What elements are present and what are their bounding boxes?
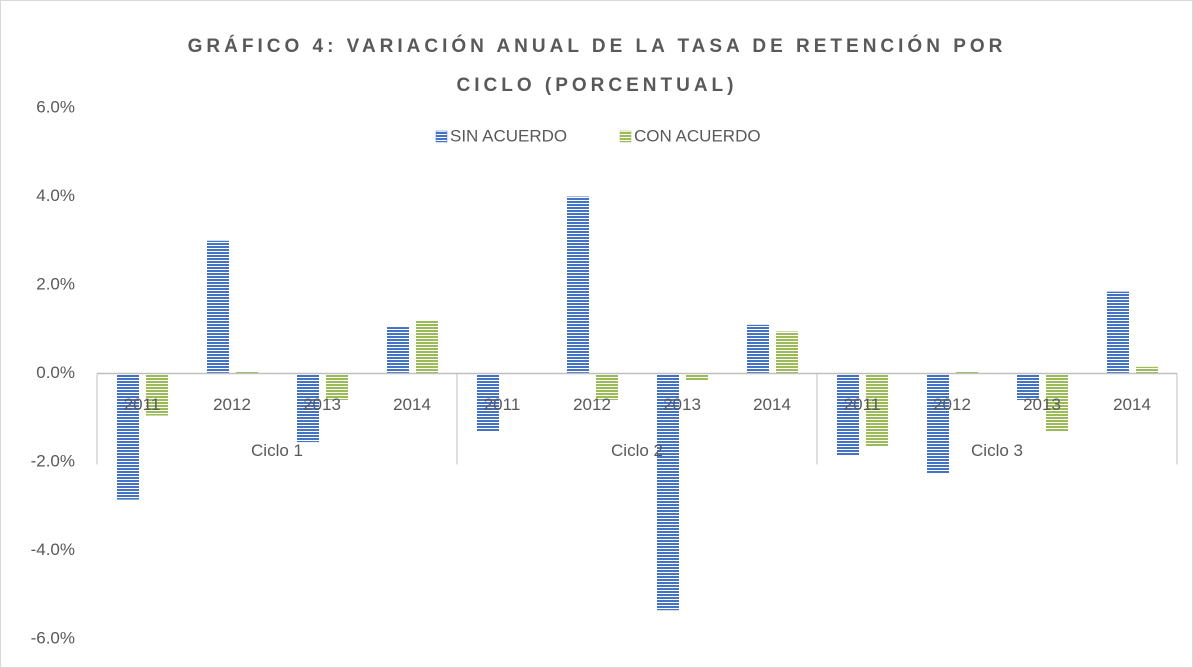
x-tick-label: 2014 <box>1113 395 1151 414</box>
y-tick-label: -4.0% <box>31 540 75 559</box>
legend-label: CON ACUERDO <box>634 126 761 145</box>
bar <box>686 373 708 381</box>
group-label: Ciclo 3 <box>971 441 1023 460</box>
x-tick-label: 2012 <box>933 395 971 414</box>
x-tick-label: 2013 <box>663 395 701 414</box>
y-tick-label: 2.0% <box>36 274 75 293</box>
x-tick-label: 2013 <box>1023 395 1061 414</box>
group-label: Ciclo 2 <box>611 441 663 460</box>
bar <box>1136 366 1158 374</box>
legend-label: SIN ACUERDO <box>450 126 567 145</box>
x-tick-label: 2013 <box>303 395 341 414</box>
bar <box>866 373 888 447</box>
x-tick-label: 2011 <box>124 395 161 414</box>
bar <box>776 331 798 374</box>
bar <box>387 327 409 374</box>
x-tick-label: 2012 <box>573 395 611 414</box>
y-tick-label: -6.0% <box>31 628 75 647</box>
bar <box>326 373 348 401</box>
bar <box>567 196 589 374</box>
legend-swatch <box>435 130 448 143</box>
x-tick-label: 2014 <box>393 395 431 414</box>
bar <box>837 373 859 456</box>
bar <box>117 373 139 500</box>
bar <box>146 373 168 416</box>
bar <box>747 324 769 374</box>
bar <box>297 373 319 443</box>
x-tick-label: 2012 <box>213 395 251 414</box>
bar <box>1046 373 1068 432</box>
chart-title: CICLO (PORCENTUAL) <box>457 75 738 96</box>
bar <box>596 373 618 401</box>
y-tick-label: 0.0% <box>36 363 75 382</box>
y-tick-label: -2.0% <box>31 451 75 470</box>
x-tick-label: 2011 <box>844 395 881 414</box>
bar <box>956 371 978 374</box>
x-tick-label: 2014 <box>753 395 791 414</box>
bar <box>1017 373 1039 401</box>
bar <box>236 371 258 374</box>
y-tick-label: 4.0% <box>36 186 75 205</box>
legend-swatch <box>619 130 632 143</box>
bar <box>477 373 499 432</box>
bar <box>416 320 438 374</box>
bar <box>927 373 949 474</box>
bar <box>1107 291 1129 374</box>
bar <box>657 373 679 611</box>
group-label: Ciclo 1 <box>251 441 303 460</box>
bar <box>207 240 229 374</box>
x-tick-label: 2011 <box>484 395 521 414</box>
chart-title: GRÁFICO 4: VARIACIÓN ANUAL DE LA TASA DE… <box>188 35 1007 57</box>
y-tick-label: 6.0% <box>36 97 75 116</box>
